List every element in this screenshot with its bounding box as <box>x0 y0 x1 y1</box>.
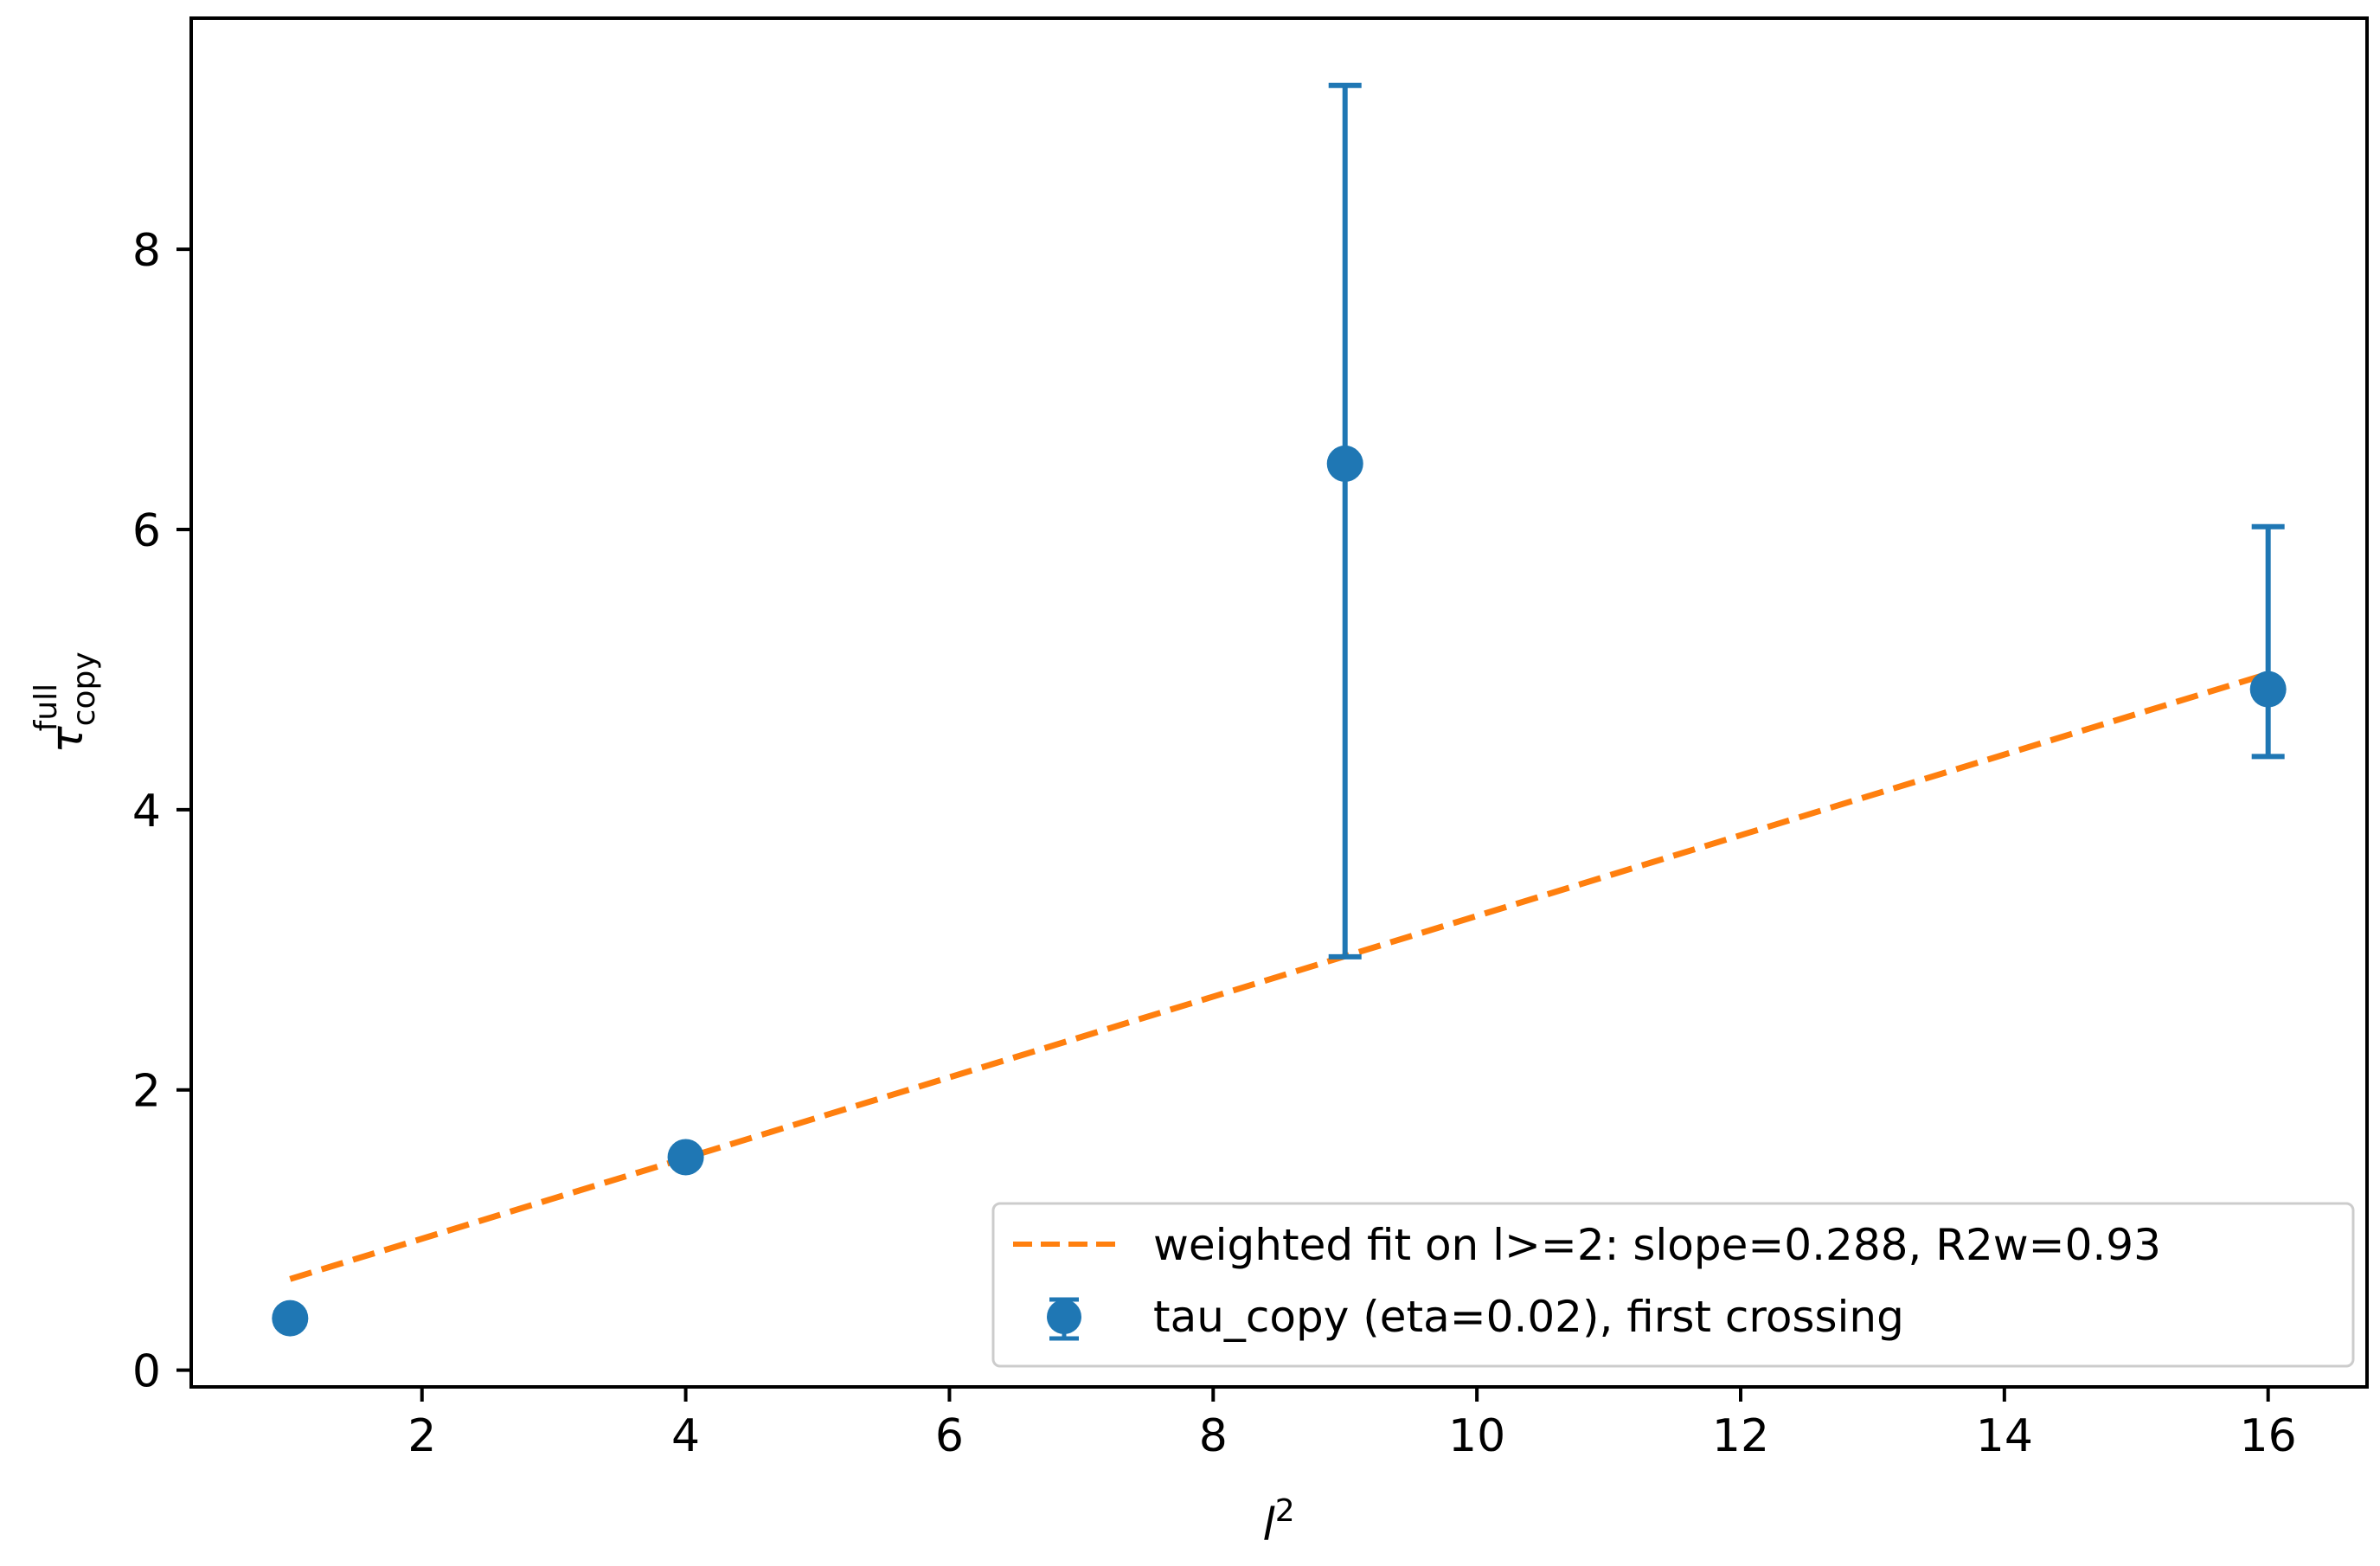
x-tick-label: 12 <box>1712 1410 1769 1462</box>
data-point-1 <box>272 1300 309 1337</box>
x-axis-label: l2 <box>1262 1493 1294 1551</box>
y-tick-label: 4 <box>132 786 161 838</box>
data-marker <box>667 1139 704 1176</box>
data-marker <box>272 1300 309 1337</box>
legend: weighted fit on l>=2: slope=0.288, R2w=0… <box>991 1202 2355 1368</box>
data-point-2 <box>667 1139 704 1176</box>
x-tick-label: 4 <box>671 1410 700 1462</box>
y-tick-label: 2 <box>132 1066 161 1118</box>
legend-box <box>991 1202 2355 1368</box>
legend-label-data: tau_copy (eta=0.02), first crossing <box>1153 1292 1904 1342</box>
axis-ticks: 2 4 6 8 10 12 14 16 0 2 4 6 8 <box>132 225 2297 1462</box>
x-tick-label: 6 <box>935 1410 964 1462</box>
x-tick-label: 8 <box>1199 1410 1228 1462</box>
x-tick-label: 2 <box>407 1410 436 1462</box>
legend-errorbar-swatch <box>1047 1297 1081 1341</box>
fit-line <box>289 671 2269 1282</box>
plot-area <box>272 82 2287 1337</box>
y-tick-label: 6 <box>132 505 161 557</box>
data-point-3 <box>1326 82 1363 959</box>
x-tick-label: 16 <box>2240 1410 2297 1462</box>
y-axis-label: τcopyfull <box>29 651 102 753</box>
data-marker <box>2249 671 2287 708</box>
y-tick-label: 8 <box>132 225 161 277</box>
x-tick-label: 10 <box>1448 1410 1505 1462</box>
axes-frame <box>189 16 2369 1389</box>
x-tick-label: 14 <box>1976 1410 2033 1462</box>
y-tick-label: 0 <box>132 1346 161 1398</box>
legend-label-fit: weighted fit on l>=2: slope=0.288, R2w=0… <box>1153 1220 2161 1270</box>
data-marker <box>1326 445 1363 482</box>
data-point-4 <box>2249 523 2287 760</box>
